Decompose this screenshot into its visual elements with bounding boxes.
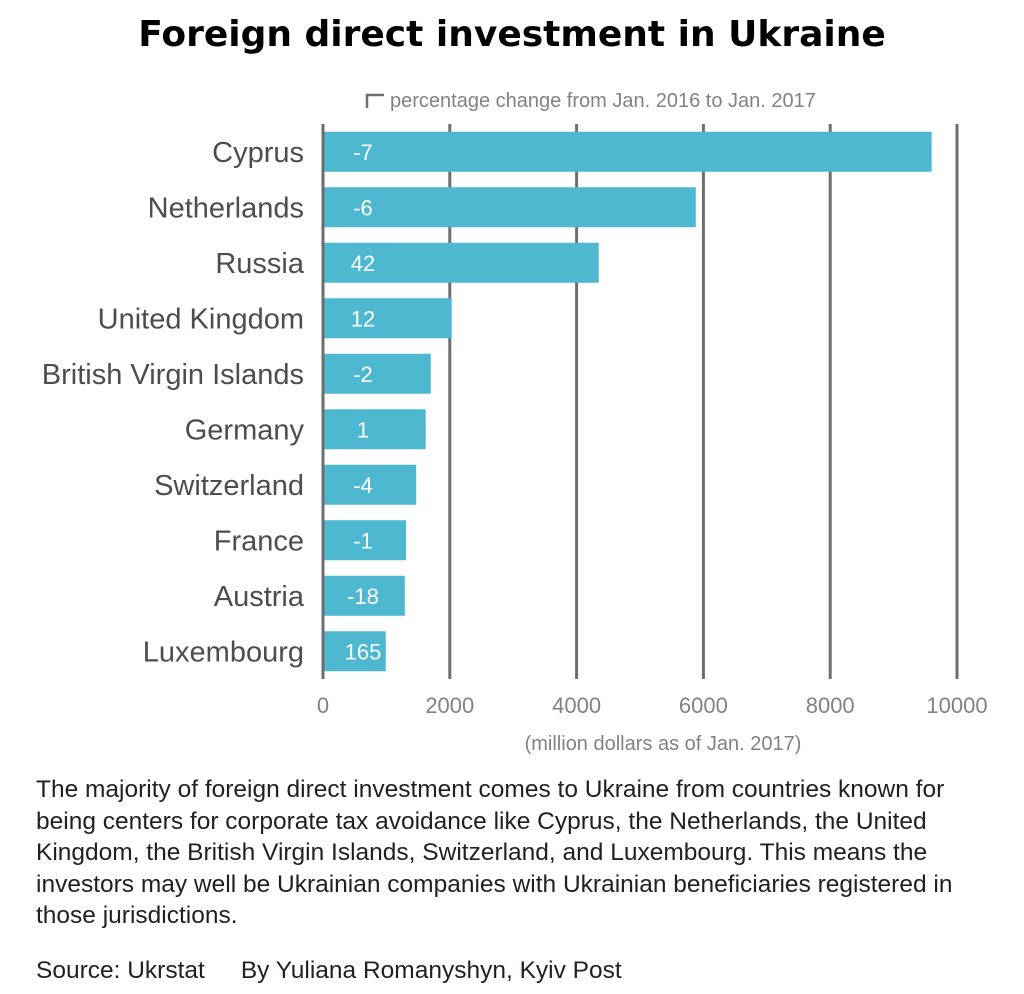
category-label: Germany: [185, 414, 305, 446]
bar-data-label: -6: [353, 195, 373, 220]
category-label: Luxembourg: [143, 636, 304, 668]
x-tick-label: 8000: [806, 693, 855, 718]
bar-data-label: 165: [345, 639, 382, 664]
category-label: Netherlands: [148, 192, 304, 224]
category-label: Russia: [215, 248, 305, 280]
bar-data-label: -18: [347, 584, 379, 609]
chart-title: Foreign direct investment in Ukraine: [138, 14, 886, 55]
bar-data-label: -2: [353, 362, 373, 387]
x-tick-label: 6000: [679, 693, 728, 718]
bar-data-label: -7: [353, 140, 373, 165]
category-label: British Virgin Islands: [42, 359, 304, 391]
legend-text: percentage change from Jan. 2016 to Jan.…: [390, 90, 816, 112]
category-label: France: [214, 525, 304, 557]
bar: [323, 298, 452, 339]
bar-data-label: 12: [351, 306, 375, 331]
x-tick-label: 4000: [552, 693, 601, 718]
category-label: Austria: [214, 581, 305, 613]
bar: [323, 520, 407, 561]
bar: [323, 242, 599, 283]
footer: Source: Ukrstat By Yuliana Romanyshyn, Ky…: [36, 957, 622, 985]
x-tick-labels: 0 2000 4000 6000 8000 10000: [317, 693, 988, 718]
category-labels: Cyprus Netherlands Russia United Kingdom Bri…: [42, 137, 305, 669]
bar: [323, 575, 405, 616]
category-label: Switzerland: [154, 470, 304, 502]
x-tick-label: 10000: [926, 693, 987, 718]
caption: The majority of foreign direct investmen…: [36, 776, 953, 929]
bar-chart: -7 -6 42 12 -2 1 -4 -1 -18 165 Cyprus Netherlands R…: [42, 90, 988, 755]
bar: [323, 464, 417, 505]
category-label: Cyprus: [212, 137, 304, 169]
bars: -7 -6 42 12 -2 1 -4 -1 -18 165: [323, 131, 932, 672]
x-axis-title: (million dollars as of Jan. 2017): [525, 733, 802, 755]
legend-marker: [365, 93, 384, 108]
bar: [323, 409, 426, 450]
x-tick-label: 0: [317, 693, 329, 718]
bar: [323, 631, 386, 672]
bar-data-label: 42: [351, 251, 375, 276]
bar: [323, 187, 696, 228]
legend: percentage change from Jan. 2016 to Jan.…: [365, 90, 816, 112]
bar: [323, 131, 932, 172]
bar: [323, 353, 431, 394]
category-label: United Kingdom: [98, 303, 304, 335]
x-tick-label: 2000: [425, 693, 474, 718]
bar-data-label: 1: [357, 417, 369, 442]
source-credit: Source: Ukrstat: [36, 957, 205, 984]
byline: By Yuliana Romanyshyn, Kyiv Post: [240, 957, 622, 984]
bar-data-label: -4: [353, 473, 373, 498]
bar-data-label: -1: [353, 528, 373, 553]
